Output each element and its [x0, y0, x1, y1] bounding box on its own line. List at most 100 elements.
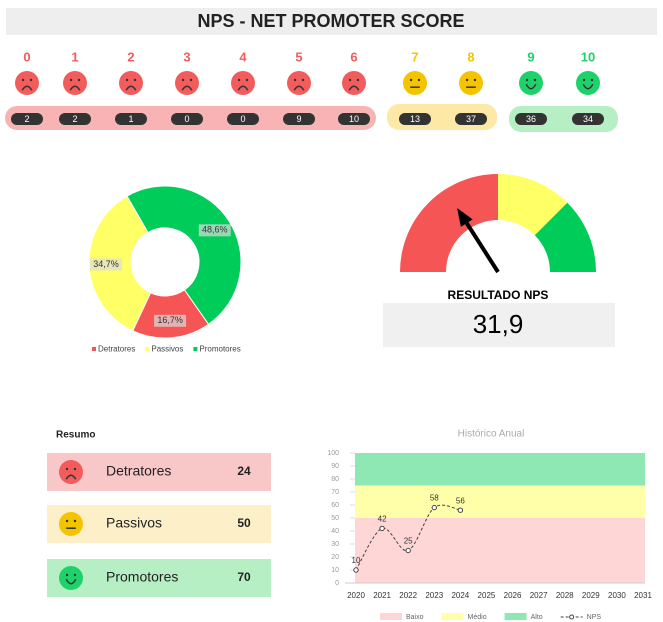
face-icon [175, 71, 199, 95]
count-pill [115, 113, 147, 125]
count-pill [338, 113, 370, 125]
chart-title: Histórico Anual [458, 429, 525, 440]
eye [533, 78, 537, 82]
face [63, 71, 87, 95]
data-label: 42 [378, 515, 387, 524]
legend-label: Passivos [151, 345, 183, 354]
count-label: 0 [184, 114, 189, 124]
eye [582, 78, 586, 82]
face [15, 71, 39, 95]
y-tick-label: 30 [331, 541, 339, 548]
face [287, 71, 311, 95]
summary-row [47, 505, 271, 543]
score-label: 7 [411, 49, 418, 64]
eye [77, 78, 81, 82]
legend-label: Alto [531, 614, 543, 621]
y-tick-label: 0 [335, 580, 339, 587]
y-tick-label: 70 [331, 489, 339, 496]
nps-point [405, 547, 411, 554]
count-label: 13 [410, 114, 420, 124]
score-label: 2 [127, 49, 134, 64]
data-label: 25 [404, 537, 413, 546]
x-tick-label: 2022 [399, 591, 417, 600]
summary-row [47, 453, 271, 491]
eye [29, 78, 33, 82]
gauge-value: 31,9 [473, 309, 524, 339]
donut-slice [126, 185, 242, 325]
x-tick-label: 2029 [582, 591, 600, 600]
legend-label: Médio [468, 614, 487, 621]
gauge-band [498, 174, 568, 236]
eye [245, 78, 249, 82]
score-label: 6 [350, 49, 357, 64]
face-icon [59, 460, 83, 484]
nps-point [353, 567, 359, 573]
data-label: 58 [430, 494, 439, 503]
x-tick-label: 2024 [451, 591, 469, 600]
eye [590, 78, 594, 82]
score-label: 1 [71, 49, 78, 64]
nps-point [431, 504, 437, 511]
page-title: NPS - NET PROMOTER SCORE [197, 11, 464, 31]
legend-swatch [441, 613, 464, 620]
mouth [69, 85, 81, 91]
face [59, 512, 83, 536]
x-tick-label: 2026 [504, 591, 522, 600]
eye [181, 78, 185, 82]
face [576, 71, 600, 95]
eye [417, 78, 421, 82]
face [59, 460, 83, 484]
eye [525, 78, 529, 82]
y-tick-label: 40 [331, 528, 339, 535]
face-icon [287, 71, 311, 95]
label-bg [198, 224, 231, 237]
face [119, 71, 143, 95]
score-label: 9 [527, 49, 534, 64]
eye [65, 573, 69, 577]
legend-point [569, 614, 575, 620]
value-label: 34,7% [93, 259, 119, 269]
value-box [383, 303, 615, 347]
count-label: 2 [72, 114, 77, 124]
summary-value: 70 [237, 570, 251, 584]
eye [409, 78, 413, 82]
face-icon [576, 71, 600, 95]
legend-swatch [193, 347, 198, 351]
legend-swatch [145, 347, 150, 351]
x-tick-label: 2027 [530, 591, 548, 600]
x-tick-label: 2031 [634, 591, 652, 600]
x-tick-label: 2023 [425, 591, 443, 600]
eye [73, 519, 77, 523]
gauge-band [400, 174, 498, 272]
count-label: 2 [24, 114, 29, 124]
count-pill [283, 113, 315, 125]
score-label: 5 [295, 49, 302, 64]
summary-label: Passivos [106, 515, 162, 531]
face-icon [519, 71, 543, 95]
mouth [65, 578, 77, 585]
eye [465, 78, 469, 82]
summary-row [47, 559, 271, 597]
x-tick-label: 2021 [373, 591, 391, 600]
face-icon [119, 71, 143, 95]
mouth [348, 85, 360, 91]
count-pill [572, 113, 604, 125]
x-tick-label: 2028 [556, 591, 574, 600]
face-icon [403, 71, 427, 95]
y-tick-label: 20 [331, 554, 339, 561]
eye [293, 78, 297, 82]
count-label: 37 [466, 114, 476, 124]
y-tick-label: 10 [331, 567, 339, 574]
count-label: 34 [583, 114, 593, 124]
eye [65, 467, 69, 471]
legend-label: Baixo [406, 614, 424, 621]
count-pill [399, 113, 431, 125]
count-label: 36 [526, 114, 536, 124]
eye [73, 573, 77, 577]
y-tick-label: 60 [331, 502, 339, 509]
count-pill [59, 113, 91, 125]
data-label: 10 [352, 556, 361, 565]
count-pill [171, 113, 203, 125]
gauge-band [534, 202, 596, 272]
face-icon [231, 71, 255, 95]
